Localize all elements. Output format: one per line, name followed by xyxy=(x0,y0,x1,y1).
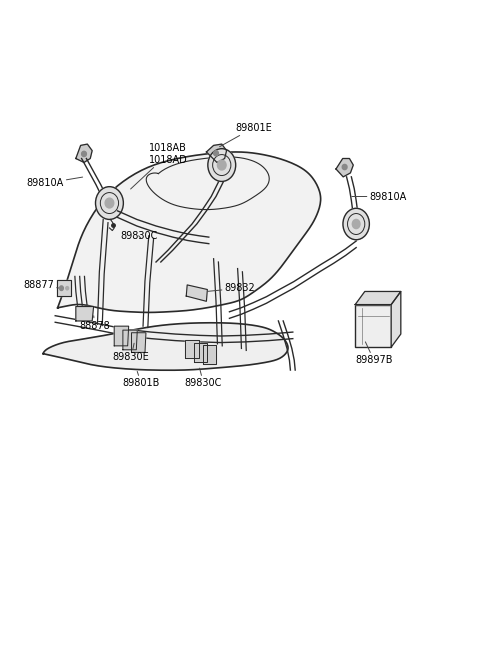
Text: 1018AB
1018AD: 1018AB 1018AD xyxy=(131,143,188,189)
Text: 88878: 88878 xyxy=(79,316,110,331)
Text: 89832: 89832 xyxy=(208,283,255,293)
Polygon shape xyxy=(76,307,94,321)
Polygon shape xyxy=(76,144,92,162)
Text: 88877: 88877 xyxy=(23,280,59,290)
Text: 89801E: 89801E xyxy=(220,122,272,147)
Polygon shape xyxy=(43,323,288,370)
FancyBboxPatch shape xyxy=(355,305,391,347)
Text: 89810A: 89810A xyxy=(352,191,407,202)
Ellipse shape xyxy=(82,151,86,157)
Polygon shape xyxy=(114,326,129,346)
Ellipse shape xyxy=(96,187,123,219)
Ellipse shape xyxy=(352,219,360,229)
Text: 89810A: 89810A xyxy=(26,177,83,189)
Polygon shape xyxy=(203,345,216,364)
Ellipse shape xyxy=(60,286,63,291)
Ellipse shape xyxy=(208,149,236,181)
Polygon shape xyxy=(391,291,401,347)
Polygon shape xyxy=(57,280,71,296)
Ellipse shape xyxy=(214,151,218,156)
Text: 89830C: 89830C xyxy=(185,368,222,388)
Ellipse shape xyxy=(343,208,369,240)
Polygon shape xyxy=(132,333,146,352)
Ellipse shape xyxy=(342,164,347,170)
Ellipse shape xyxy=(66,287,69,290)
Text: 89897B: 89897B xyxy=(355,342,393,365)
Polygon shape xyxy=(194,343,207,362)
Polygon shape xyxy=(206,144,227,162)
Polygon shape xyxy=(355,291,401,305)
Polygon shape xyxy=(185,340,199,358)
Polygon shape xyxy=(123,330,137,350)
Text: 89830C: 89830C xyxy=(120,231,157,241)
Text: 89830E: 89830E xyxy=(113,343,150,362)
Polygon shape xyxy=(336,159,353,177)
Ellipse shape xyxy=(105,198,114,208)
Polygon shape xyxy=(58,152,321,312)
Ellipse shape xyxy=(217,160,226,170)
Polygon shape xyxy=(186,285,207,301)
Text: 89801B: 89801B xyxy=(122,371,160,388)
